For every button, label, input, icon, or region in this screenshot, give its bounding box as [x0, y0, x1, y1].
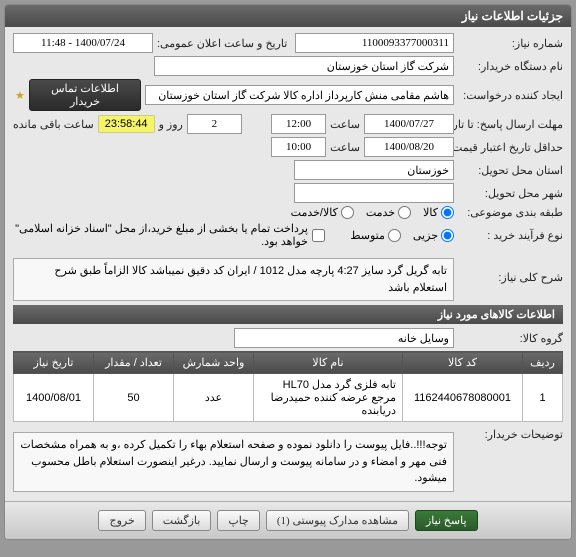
validity-label: حداقل تاریخ اعتبار قیمت: تا [458, 141, 563, 154]
deadline-date-input[interactable] [364, 114, 454, 134]
exit-button[interactable]: خروج [98, 510, 145, 531]
radio-kala-khadmat-label[interactable]: کالا/خدمت [291, 206, 354, 219]
subject-radio-group: کالا خدمت کالا/خدمت [291, 206, 454, 219]
province-label: استان محل تحویل: [458, 164, 563, 177]
attachments-button[interactable]: مشاهده مدارک پیوستی (1) [266, 510, 409, 531]
process-radio-group: جزیی متوسط [350, 229, 454, 242]
radio-kala-khadmat[interactable] [341, 206, 354, 219]
countdown-label: ساعت باقی مانده [13, 118, 94, 131]
radio-kala-label[interactable]: کالا [423, 206, 454, 219]
cell-date: 1400/08/01 [14, 374, 94, 422]
cell-qty: 50 [94, 374, 174, 422]
creator-label: ایجاد کننده درخواست: [458, 89, 563, 102]
subject-type-label: طبقه بندی موضوعی: [458, 206, 563, 219]
announce-input[interactable] [13, 33, 153, 53]
time-label-1: ساعت [330, 118, 360, 131]
details-panel: جزئیات اطلاعات نیاز شماره نیاز: تاریخ و … [4, 4, 572, 540]
contact-button[interactable]: اطلاعات تماس خریدار [29, 79, 141, 111]
print-button[interactable]: چاپ [217, 510, 260, 531]
days-label: روز و [159, 118, 183, 131]
buyer-input[interactable] [154, 56, 454, 76]
buyer-note-box: توجه!!!..فایل پیوست را دانلود نموده و صف… [13, 432, 454, 492]
star-icon [13, 89, 25, 102]
desc-label: شرح کلی نیاز: [458, 271, 563, 284]
creator-input[interactable] [145, 85, 454, 105]
province-input[interactable] [294, 160, 454, 180]
radio-jozei-label[interactable]: جزیی [413, 229, 454, 242]
th-idx: ردیف [523, 352, 563, 374]
table-row[interactable]: 1 1162440678080001 تابه فلزی گرد مدل HL7… [14, 374, 563, 422]
radio-jozei[interactable] [441, 229, 454, 242]
th-unit: واحد شمارش [174, 352, 254, 374]
announce-label: تاریخ و ساعت اعلان عمومی: [157, 37, 287, 50]
process-label: نوع فرآیند خرید : [458, 229, 563, 242]
validity-time-input[interactable] [271, 137, 326, 157]
cell-name: تابه فلزی گرد مدل HL70 مرجع عرضه کننده ح… [254, 374, 403, 422]
radio-motevaset[interactable] [388, 229, 401, 242]
days-remaining-input [187, 114, 242, 134]
buyer-note-label: توضیحات خریدار: [458, 428, 563, 441]
goods-table: ردیف کد کالا نام کالا واحد شمارش تعداد /… [13, 351, 563, 422]
th-name: نام کالا [254, 352, 403, 374]
goods-header: اطلاعات کالاهای مورد نیاز [13, 305, 563, 324]
validity-date-input[interactable] [364, 137, 454, 157]
radio-khadmat-label[interactable]: خدمت [366, 206, 411, 219]
th-date: تاریخ نیاز [14, 352, 94, 374]
cell-idx: 1 [523, 374, 563, 422]
cell-code: 1162440678080001 [403, 374, 523, 422]
radio-motevaset-label[interactable]: متوسط [350, 229, 401, 242]
deadline-time-input[interactable] [271, 114, 326, 134]
group-label: گروه کالا: [458, 332, 563, 345]
req-no-label: شماره نیاز: [458, 37, 563, 50]
buyer-label: نام دستگاه خریدار: [458, 60, 563, 73]
footer-buttons: پاسخ نیاز مشاهده مدارک پیوستی (1) چاپ با… [5, 501, 571, 539]
panel-title: جزئیات اطلاعات نیاز [5, 5, 571, 27]
desc-box: تابه گریل گرد سایز 4:27 پارچه مدل 1012 /… [13, 258, 454, 301]
city-input[interactable] [294, 183, 454, 203]
city-label: شهر محل تحویل: [458, 187, 563, 200]
form-area: شماره نیاز: تاریخ و ساعت اعلان عمومی: نا… [5, 27, 571, 501]
cell-unit: عدد [174, 374, 254, 422]
countdown: 23:58:44 [98, 115, 155, 133]
table-header-row: ردیف کد کالا نام کالا واحد شمارش تعداد /… [14, 352, 563, 374]
radio-kala[interactable] [441, 206, 454, 219]
back-button[interactable]: بازگشت [152, 510, 212, 531]
deadline-label: مهلت ارسال پاسخ: تا تاریخ: [458, 118, 563, 131]
th-qty: تعداد / مقدار [94, 352, 174, 374]
payment-check-label[interactable]: پرداخت تمام یا بخشی از مبلغ خرید،از محل … [13, 222, 325, 248]
payment-checkbox[interactable] [312, 229, 325, 242]
group-input[interactable] [234, 328, 454, 348]
req-no-input[interactable] [295, 33, 454, 53]
time-label-2: ساعت [330, 141, 360, 154]
th-code: کد کالا [403, 352, 523, 374]
respond-button[interactable]: پاسخ نیاز [415, 510, 478, 531]
radio-khadmat[interactable] [398, 206, 411, 219]
